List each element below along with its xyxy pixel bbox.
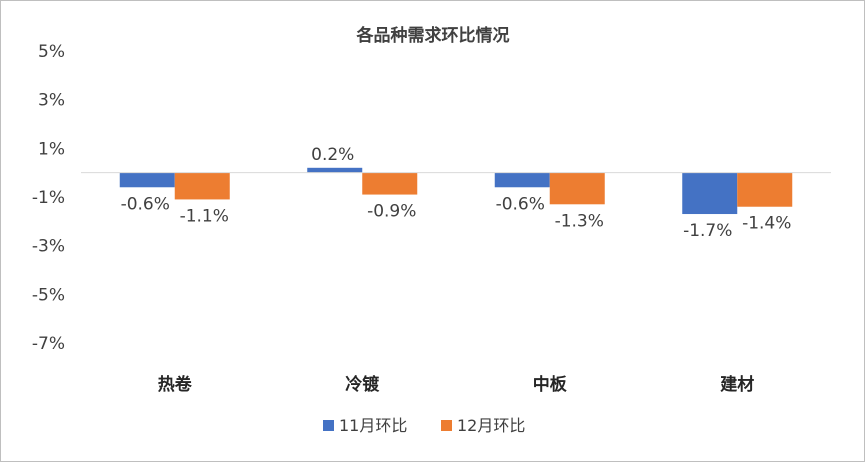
legend-swatch [441,420,452,431]
bar-dec-2 [549,172,605,205]
legend-label: 11月环比 [339,416,407,435]
bar-dec-1 [362,172,418,195]
bar-nov-2 [494,172,550,188]
x-axis-ticks: 热卷 冷镀 中板 建材 [158,374,755,395]
data-label: -1.1% [180,206,229,226]
bar-nov-0 [119,172,175,188]
data-label: -1.4% [742,214,791,234]
data-label: -1.3% [555,211,604,231]
x-tick-label: 冷镀 [345,374,380,395]
legend-swatch [323,420,334,431]
data-label: -0.6% [496,194,545,214]
bar-nov-3 [682,172,738,215]
data-label: -1.7% [683,221,732,241]
bar-dec-3 [737,172,793,207]
y-tick-label: 3% [38,91,65,111]
bar-nov-1 [307,167,363,173]
x-tick-label: 热卷 [158,374,193,395]
y-axis-ticks: 5% 3% 1% -1% -3% -5% -7% [32,42,65,354]
bars [119,167,793,215]
y-tick-label: -7% [32,334,65,354]
legend[interactable]: 11月环比 12月环比 [323,416,525,435]
data-label: -0.9% [367,202,416,222]
y-tick-label: -1% [32,188,65,208]
data-label: -0.6% [121,194,170,214]
bar-dec-0 [174,172,230,200]
legend-label: 12月环比 [457,416,525,435]
chart-title: 各品种需求环比情况 [356,25,510,46]
data-labels: -0.6% -1.1% 0.2% -0.9% -0.6% -1.3% -1.7% -1.4% [121,145,792,241]
x-tick-label: 中板 [533,374,568,395]
y-tick-label: 1% [38,139,65,159]
y-tick-label: 5% [38,42,65,62]
y-tick-label: -5% [32,285,65,305]
data-label: 0.2% [311,145,354,165]
x-tick-label: 建材 [720,374,754,395]
y-tick-label: -3% [32,237,65,257]
